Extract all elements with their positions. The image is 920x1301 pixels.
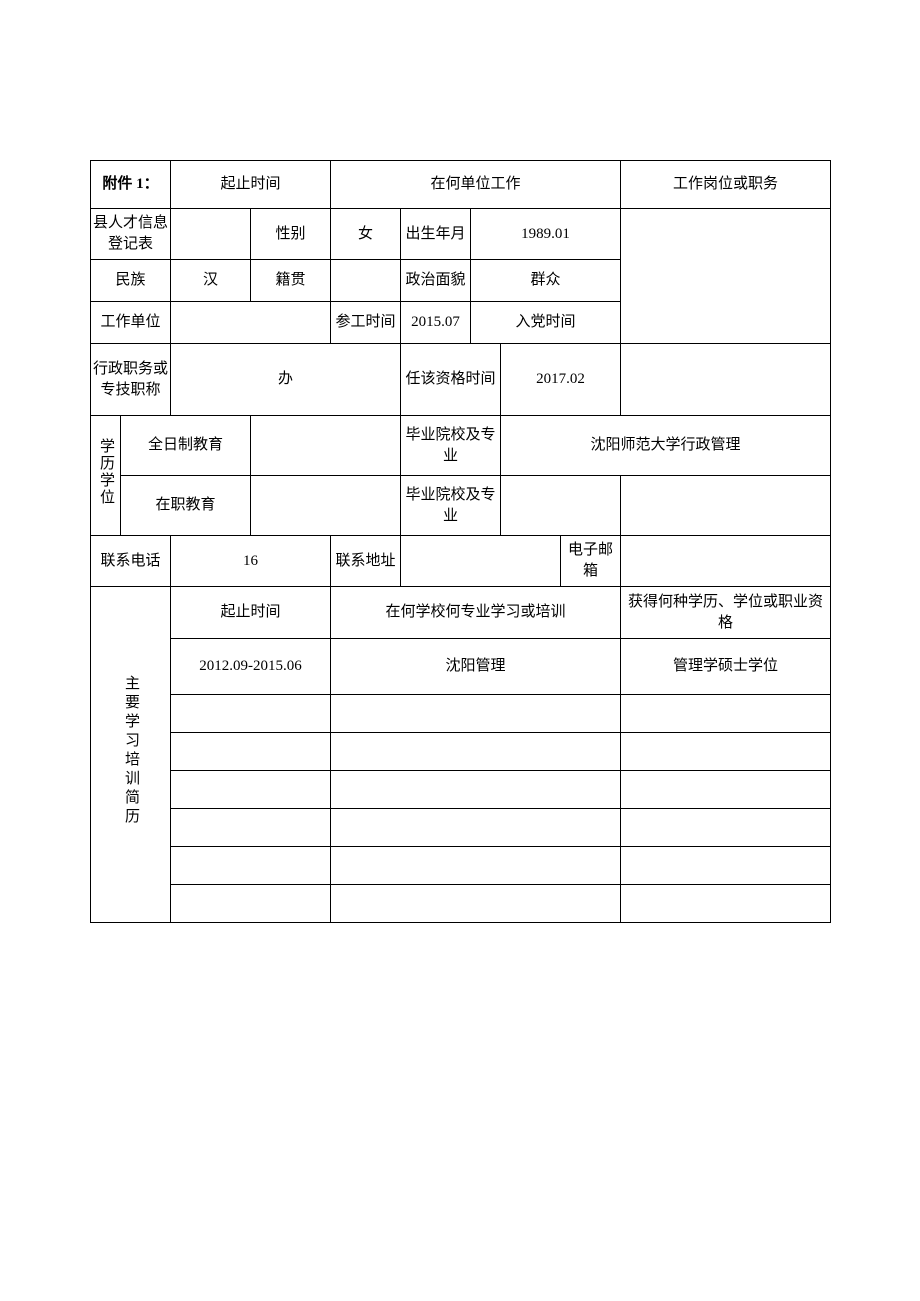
gender-label: 性别 [251, 209, 331, 260]
training-row-2 [91, 695, 831, 733]
gradschool-value-1: 沈阳师范大学行政管理 [501, 416, 831, 476]
fulltime-label: 全日制教育 [121, 416, 251, 476]
qualtime-label: 任该资格时间 [401, 344, 501, 416]
training-school-7 [331, 885, 621, 923]
phone-value: 16 [171, 536, 331, 587]
address-label: 联系地址 [331, 536, 401, 587]
qualtime-value: 2017.02 [501, 344, 621, 416]
admintitle-value: 办 [171, 344, 401, 416]
header-col-unit: 在何单位工作 [331, 161, 621, 209]
gender-value: 女 [331, 209, 401, 260]
phone-label: 联系电话 [91, 536, 171, 587]
row-name: 县人才信息登记表 性别 女 出生年月 1989.01 [91, 209, 831, 260]
training-row-3 [91, 733, 831, 771]
name-value [171, 209, 251, 260]
edu-section-text: 学历学位 [95, 438, 116, 506]
origin-value [331, 260, 401, 302]
workunit-label: 工作单位 [91, 302, 171, 344]
origin-label: 籍贯 [251, 260, 331, 302]
header-col-time: 起止时间 [171, 161, 331, 209]
form-title: 县人才信息登记表 [91, 209, 171, 260]
training-time-1: 2012.09-2015.06 [171, 639, 331, 695]
training-degree-4 [621, 771, 831, 809]
training-degree-3 [621, 733, 831, 771]
training-section-label: 主要学习培训简历 [91, 587, 171, 923]
email-label: 电子邮箱 [561, 536, 621, 587]
gradschool-value-2b [621, 476, 831, 536]
ethnic-label: 民族 [91, 260, 171, 302]
header-row: 附件 1： 起止时间 在何单位工作 工作岗位或职务 [91, 161, 831, 209]
row-contact: 联系电话 16 联系地址 电子邮箱 [91, 536, 831, 587]
training-degree-1: 管理学硕士学位 [621, 639, 831, 695]
startwork-label: 参工时间 [331, 302, 401, 344]
fulltime-value [251, 416, 401, 476]
gradschool-value-2a [501, 476, 621, 536]
row-edu-inservice: 在职教育 毕业院校及专业 [91, 476, 831, 536]
training-time-5 [171, 809, 331, 847]
training-degree-2 [621, 695, 831, 733]
email-value [621, 536, 831, 587]
training-time-4 [171, 771, 331, 809]
row-edu-fulltime: 学历学位 全日制教育 毕业院校及专业 沈阳师范大学行政管理 [91, 416, 831, 476]
workunit-value [171, 302, 331, 344]
training-time-7 [171, 885, 331, 923]
row-admintitle: 行政职务或专技职称 办 任该资格时间 2017.02 [91, 344, 831, 416]
training-col-degree: 获得何种学历、学位或职业资格 [621, 587, 831, 639]
admintitle-blank [621, 344, 831, 416]
address-value [401, 536, 561, 587]
training-row-4 [91, 771, 831, 809]
training-school-2 [331, 695, 621, 733]
party-label: 入党时间 [471, 302, 621, 344]
training-row-6 [91, 847, 831, 885]
training-school-6 [331, 847, 621, 885]
training-row-5 [91, 809, 831, 847]
training-school-4 [331, 771, 621, 809]
training-school-5 [331, 809, 621, 847]
inservice-label: 在职教育 [121, 476, 251, 536]
training-school-3 [331, 733, 621, 771]
inservice-value [251, 476, 401, 536]
ethnic-value: 汉 [171, 260, 251, 302]
header-col-position: 工作岗位或职务 [621, 161, 831, 209]
training-time-2 [171, 695, 331, 733]
talent-info-table: 附件 1： 起止时间 在何单位工作 工作岗位或职务 县人才信息登记表 性别 女 … [90, 160, 831, 923]
training-row-1: 2012.09-2015.06 沈阳管理 管理学硕士学位 [91, 639, 831, 695]
training-school-1: 沈阳管理 [331, 639, 621, 695]
edu-section-label: 学历学位 [91, 416, 121, 536]
training-time-3 [171, 733, 331, 771]
gradschool-label-1: 毕业院校及专业 [401, 416, 501, 476]
startwork-value: 2015.07 [401, 302, 471, 344]
political-value: 群众 [471, 260, 621, 302]
training-degree-5 [621, 809, 831, 847]
gradschool-label-2: 毕业院校及专业 [401, 476, 501, 536]
dob-value: 1989.01 [471, 209, 621, 260]
row-training-header: 主要学习培训简历 起止时间 在何学校何专业学习或培训 获得何种学历、学位或职业资… [91, 587, 831, 639]
training-row-7 [91, 885, 831, 923]
training-col-school: 在何学校何专业学习或培训 [331, 587, 621, 639]
training-section-text: 主要学习培训简历 [120, 675, 141, 827]
admintitle-label: 行政职务或专技职称 [91, 344, 171, 416]
training-degree-6 [621, 847, 831, 885]
attachment-label: 附件 1： [91, 161, 171, 209]
dob-label: 出生年月 [401, 209, 471, 260]
political-label: 政治面貌 [401, 260, 471, 302]
training-degree-7 [621, 885, 831, 923]
training-time-6 [171, 847, 331, 885]
photo-cell [621, 209, 831, 344]
training-col-time: 起止时间 [171, 587, 331, 639]
